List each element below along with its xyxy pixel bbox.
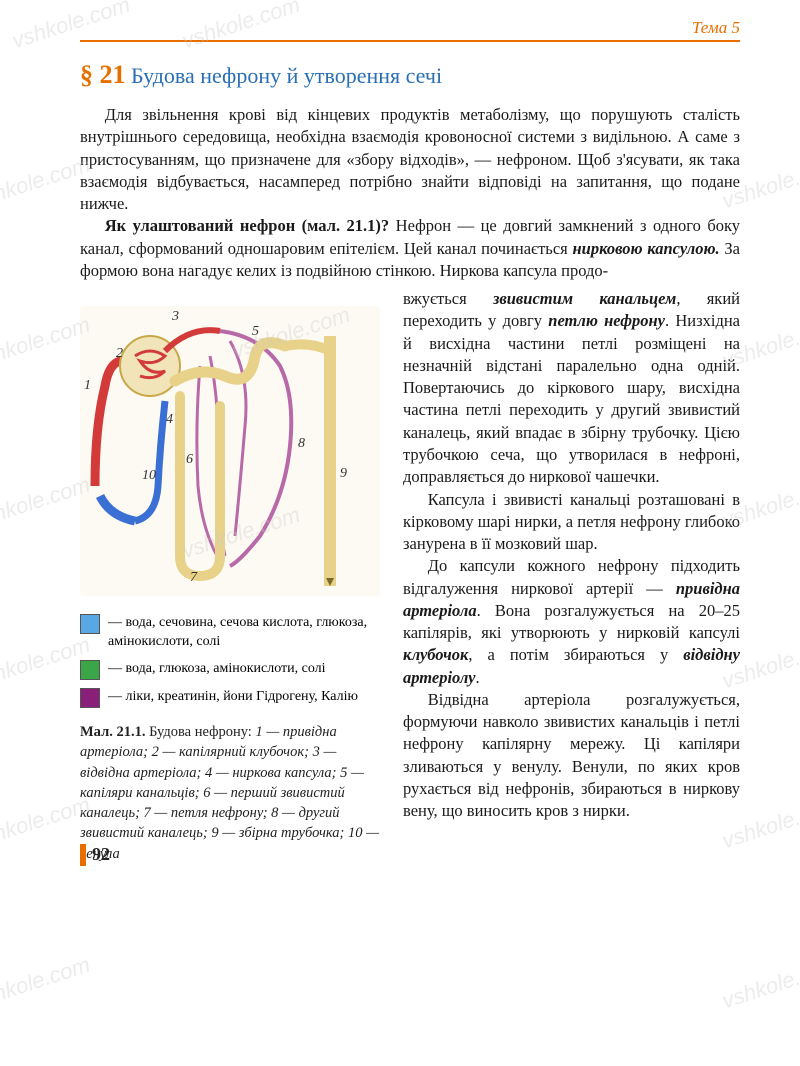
watermark: vshkole.com [0,952,93,1015]
header-rule: Тема 5 [80,40,740,42]
rc-p1a: вжується [403,289,493,308]
legend-text: — ліки, креатинін, йони Гідрогену, Калію [108,688,358,707]
diagram-label-5: 5 [252,324,259,340]
legend-swatch-green [80,660,100,680]
legend-item: — вода, сечовина, сечова кислота, глюкоз… [80,614,385,652]
diagram-label-1: 1 [84,378,91,394]
figure-caption: Мал. 21.1. Будова нефрону: 1 — привідна … [80,722,385,864]
caption-items: 1 — привідна артеріола; 2 — капілярний к… [80,724,379,862]
section-title: § 21 Будова нефрону й утворення сечі [80,60,740,90]
rc-kw: петлю нефрону [548,311,665,330]
rc-p3d: . [475,668,479,687]
diagram-label-9: 9 [340,466,347,482]
page-number: 92 [92,844,110,865]
diagram-label-10: 10 [142,468,156,484]
rc-p3c: , а потім збираються у [468,645,683,664]
rc-kw: звивистим канальцем [493,289,676,308]
legend-swatch-blue [80,614,100,634]
para2-lead: Як улаштований нефрон (мал. 21.1)? [105,216,389,235]
nephron-diagram: 1 2 3 4 5 6 7 8 9 10 [80,306,380,596]
diagram-label-8: 8 [298,436,305,452]
page-number-block: 92 [80,844,110,866]
rc-p1c: . Низхідна й висхідна частини петлі розм… [403,311,740,486]
section-number: § 21 [80,60,126,89]
diagram-label-4: 4 [166,412,173,428]
page-number-accent [80,844,86,866]
nephron-svg [80,306,380,596]
paragraph-1: Для звільнення крові від кінцевих продук… [80,104,740,215]
legend: — вода, сечовина, сечова кислота, глюкоз… [80,614,385,708]
theme-label: Тема 5 [692,18,740,38]
para2-keyword: нирковою капсулою. [573,239,720,258]
figure-block: 1 2 3 4 5 6 7 8 9 10 — вода, сечовина, с… [80,306,385,864]
legend-text: — вода, сечовина, сечова кислота, глюкоз… [108,614,385,652]
legend-swatch-purple [80,688,100,708]
section-heading-text: Будова нефрону й утворення сечі [131,63,442,88]
diagram-label-3: 3 [172,309,179,325]
rc-kw: клубочок [403,645,468,664]
paragraph-2: Як улаштований нефрон (мал. 21.1)? Нефро… [80,215,740,282]
caption-fignum: Мал. 21.1. [80,724,145,740]
page-content: Тема 5 § 21 Будова нефрону й утворення с… [0,0,800,894]
diagram-label-2: 2 [116,346,123,362]
watermark: vshkole.com [719,952,800,1015]
legend-item: — вода, глюкоза, амінокислоти, солі [80,660,385,680]
legend-item: — ліки, креатинін, йони Гідрогену, Калію [80,688,385,708]
diagram-label-7: 7 [190,570,197,586]
caption-title: Будова нефрону: [145,724,255,740]
diagram-label-6: 6 [186,452,193,468]
two-column-wrap: 1 2 3 4 5 6 7 8 9 10 — вода, сечовина, с… [80,288,740,864]
legend-text: — вода, глюкоза, амінокислоти, солі [108,660,326,679]
